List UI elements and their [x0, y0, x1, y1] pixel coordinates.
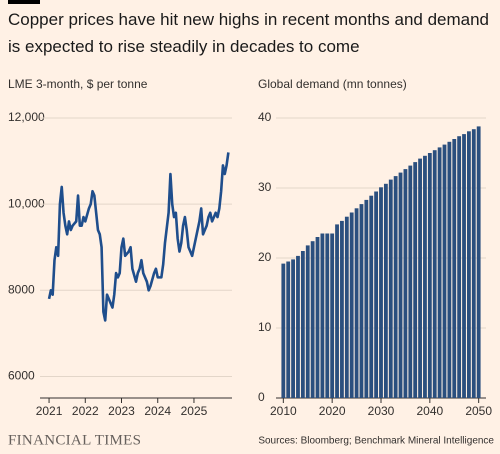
- bar: [471, 129, 476, 398]
- bar: [344, 216, 349, 398]
- bar: [413, 162, 418, 398]
- bar: [432, 150, 437, 398]
- bar: [291, 259, 295, 398]
- y-tick-label: 10,000: [8, 196, 45, 210]
- bar: [315, 237, 320, 398]
- x-tick-label: 2022: [72, 404, 99, 418]
- bar: [374, 191, 379, 398]
- chart-title: Copper prices have hit new highs in rece…: [8, 10, 490, 56]
- bar: [330, 233, 335, 398]
- y-tick-label: 0: [258, 390, 265, 404]
- bar: [467, 131, 471, 399]
- bar: [354, 208, 359, 398]
- y-tick-label: 40: [258, 110, 272, 124]
- bar: [320, 233, 325, 398]
- bar: [369, 195, 374, 398]
- bar: [340, 220, 344, 398]
- x-tick-label: 2024: [144, 404, 171, 418]
- x-tick-label: 2050: [465, 404, 492, 418]
- bar: [388, 179, 393, 398]
- bar: [335, 224, 339, 398]
- bar: [383, 183, 388, 398]
- subtitle: LME 3-month, $ per tonne: [8, 77, 148, 91]
- x-tick-label: 2030: [368, 404, 395, 418]
- bar: [452, 139, 457, 398]
- bar: [476, 126, 481, 399]
- x-tick-label: 2023: [108, 404, 135, 418]
- bar: [408, 165, 413, 398]
- y-tick-label: 20: [258, 250, 272, 264]
- bar: [349, 212, 354, 398]
- bar: [393, 176, 398, 398]
- bar: [300, 251, 305, 398]
- subtitle: Global demand (mn tonnes): [258, 77, 407, 91]
- bar: [442, 144, 447, 398]
- bar: [418, 158, 422, 398]
- bar: [447, 141, 452, 399]
- y-tick-label: 10: [258, 320, 272, 334]
- bar: [462, 134, 466, 398]
- y-tick-label: 6000: [8, 369, 35, 383]
- x-tick-label: 2010: [270, 404, 297, 418]
- bar: [286, 261, 291, 398]
- bar: [423, 155, 427, 398]
- price-line: [47, 152, 230, 322]
- bar: [325, 233, 330, 398]
- bar: [379, 187, 383, 398]
- y-tick-label: 8000: [8, 282, 35, 296]
- bar: [364, 199, 369, 398]
- y-tick-label: 12,000: [8, 110, 45, 124]
- x-tick-label: 2040: [416, 404, 443, 418]
- bar: [296, 255, 300, 398]
- source: Sources: Bloomberg; Benchmark Mineral In…: [258, 436, 494, 447]
- bar: [403, 169, 408, 398]
- bar: [398, 172, 403, 398]
- x-tick-label: 2020: [319, 404, 346, 418]
- x-tick-label: 2025: [181, 404, 208, 418]
- bar: [281, 263, 286, 398]
- bar: [359, 204, 364, 398]
- y-tick-label: 30: [258, 180, 272, 194]
- bar: [427, 153, 432, 398]
- brand-bar: [8, 0, 40, 4]
- bar: [310, 241, 315, 398]
- x-tick-label: 2021: [36, 404, 63, 418]
- bar: [437, 147, 442, 398]
- bar: [305, 245, 310, 398]
- bar: [457, 136, 462, 398]
- brand: FINANCIAL TIMES: [8, 432, 141, 448]
